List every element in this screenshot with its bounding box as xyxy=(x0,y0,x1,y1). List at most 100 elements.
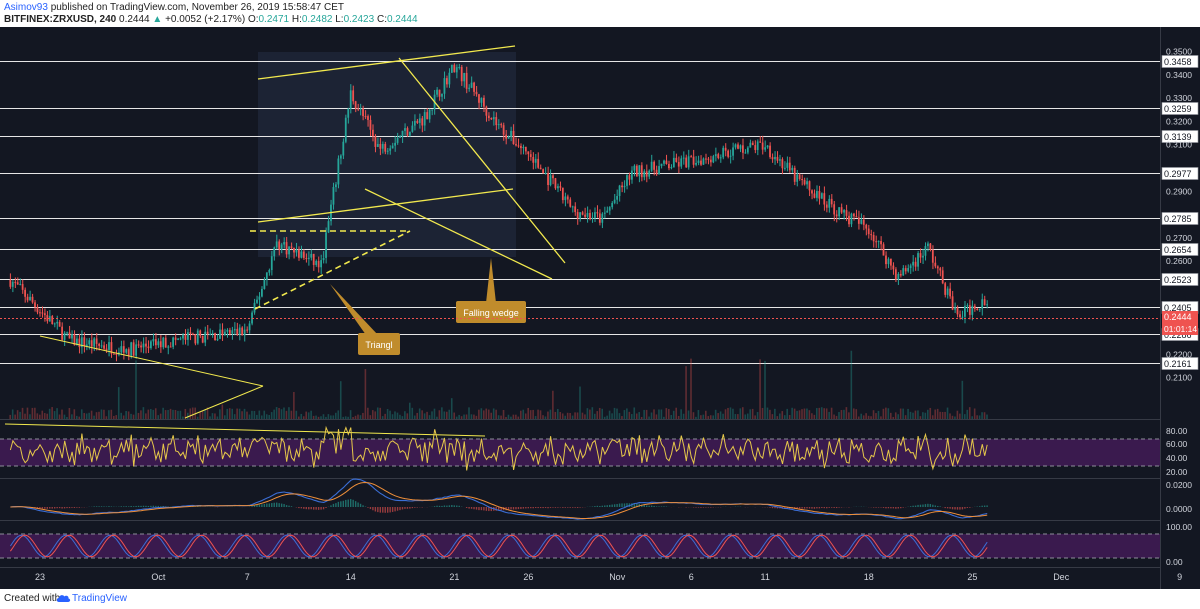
macd-hist-bar xyxy=(771,507,774,509)
price-tick-label: 0.3100 xyxy=(1166,140,1192,150)
macd-hist-bar xyxy=(954,507,956,510)
candle-body xyxy=(549,175,552,186)
volume-bar xyxy=(300,413,303,419)
candle-body xyxy=(384,143,387,152)
macd-hist-bar xyxy=(655,506,658,507)
candle-body xyxy=(401,130,404,137)
candle-body xyxy=(431,109,433,111)
candle-body xyxy=(687,156,690,168)
candle-body xyxy=(668,164,670,169)
volume-bar xyxy=(510,416,512,419)
volume-bar xyxy=(436,416,438,419)
candle-body xyxy=(914,261,917,267)
candle-body xyxy=(379,143,382,149)
macd-hist-bar xyxy=(290,506,293,507)
svg-text:20.00: 20.00 xyxy=(1166,467,1188,477)
macd-hist-bar xyxy=(525,507,527,509)
volume-bar xyxy=(793,408,796,419)
macd-hist-bar xyxy=(784,507,786,509)
candle-body xyxy=(76,338,78,346)
candle-body xyxy=(939,268,942,271)
volume-bar xyxy=(816,408,818,419)
candle-body xyxy=(843,210,845,213)
svg-text:0.2444: 0.2444 xyxy=(1164,312,1192,322)
volume-bar xyxy=(43,413,46,419)
volume-bar xyxy=(584,414,586,419)
macd-hist-bar xyxy=(157,505,159,507)
volume-bar xyxy=(719,411,722,419)
candle-body xyxy=(436,89,438,95)
candle-body xyxy=(105,348,108,350)
macd-hist-bar xyxy=(776,507,779,509)
candle-body xyxy=(719,157,722,159)
svg-text:80.00: 80.00 xyxy=(1166,426,1188,436)
volume-bar xyxy=(480,408,483,419)
volume-bar xyxy=(848,412,850,419)
candle-body xyxy=(347,108,350,118)
candle-body xyxy=(43,313,46,316)
volume-bar xyxy=(635,413,638,419)
candle-body xyxy=(845,210,848,216)
candle-body xyxy=(258,296,261,300)
volume-bar xyxy=(201,410,204,419)
candle-body xyxy=(700,160,702,165)
volume-bar xyxy=(219,409,221,419)
candle-body xyxy=(885,255,887,265)
chart-area[interactable]: Triangl Falling wedge 0.3458 0.3259 0.3139… xyxy=(0,27,1200,589)
volume-bar xyxy=(835,415,838,419)
macd-hist-bar xyxy=(877,507,880,508)
volume-bar xyxy=(209,416,211,419)
candle-body xyxy=(416,120,419,123)
time-axis[interactable]: 23Oct7142126Nov6111825Dec916 xyxy=(35,572,1200,582)
falling-wedge-label: Falling wedge xyxy=(463,308,519,318)
volume-bar xyxy=(899,408,902,419)
macd-hist-bar xyxy=(510,507,512,510)
macd-hist-bar xyxy=(56,507,58,509)
volume-bar xyxy=(971,416,973,419)
candle-body xyxy=(818,191,821,199)
macd-hist-bar xyxy=(498,507,500,511)
tradingview-link[interactable]: TradingView xyxy=(72,593,128,604)
volume-bar xyxy=(544,416,547,419)
level-tag-label: 0.2405 xyxy=(1164,303,1192,313)
volume-bar xyxy=(327,414,330,419)
candle-body xyxy=(574,206,577,213)
author-link[interactable]: Asimov93 xyxy=(4,2,48,13)
volume-bar xyxy=(633,407,636,419)
volume-bar xyxy=(682,413,685,419)
candle-body xyxy=(169,346,172,348)
macd-hist-bar xyxy=(465,507,468,508)
macd-hist-bar xyxy=(125,506,127,507)
volume-bar xyxy=(769,409,771,419)
volume-bar xyxy=(83,413,85,419)
volume-bar xyxy=(986,414,988,419)
macd-hist-bar xyxy=(557,507,559,508)
candle-body xyxy=(663,160,665,164)
candle-body xyxy=(354,101,357,109)
volume-bar xyxy=(283,407,285,419)
volume-bar xyxy=(261,415,263,419)
candle-body xyxy=(557,186,559,189)
candle-body xyxy=(584,214,586,217)
candle-body xyxy=(796,174,799,182)
macd-hist-bar xyxy=(626,503,628,507)
candle-body xyxy=(976,308,979,310)
price-tick-label: 0.2100 xyxy=(1166,373,1192,383)
macd-hist-bar xyxy=(527,507,529,509)
volume-bar xyxy=(672,410,675,419)
candle-body xyxy=(909,265,912,269)
candle-body xyxy=(394,142,396,146)
macd-hist-bar xyxy=(774,507,776,509)
macd-hist-bar xyxy=(939,506,941,507)
candle-body xyxy=(973,305,976,309)
low-value: 0.2423 xyxy=(343,14,375,25)
volume-bar xyxy=(542,415,544,419)
candle-body xyxy=(389,148,392,151)
volume-bar xyxy=(342,416,344,419)
volume-bar xyxy=(529,410,532,419)
candle-body xyxy=(902,268,905,276)
volume-bar xyxy=(216,416,219,419)
candle-body xyxy=(581,212,584,215)
chart-canvas[interactable]: Triangl Falling wedge 0.3458 0.3259 0.3139… xyxy=(0,27,1200,589)
macd-hist-bar xyxy=(604,505,606,507)
